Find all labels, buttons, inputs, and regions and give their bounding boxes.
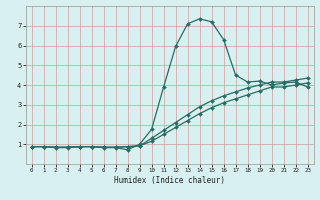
X-axis label: Humidex (Indice chaleur): Humidex (Indice chaleur) — [114, 176, 225, 185]
